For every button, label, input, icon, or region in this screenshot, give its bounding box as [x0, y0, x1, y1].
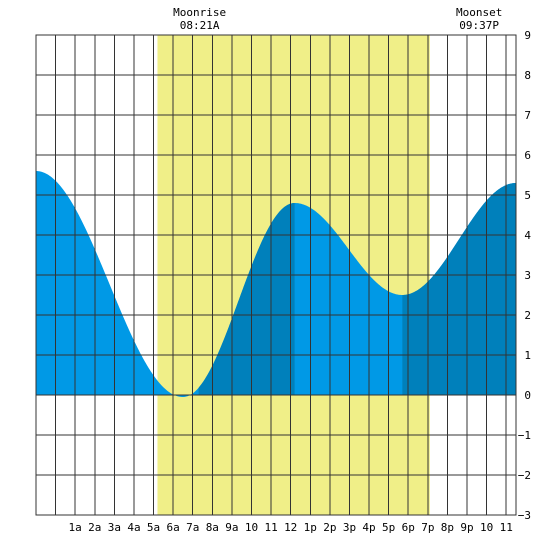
tide-area-shaded-2 [402, 183, 516, 395]
x-tick-label: 6a [167, 521, 180, 534]
moon-event-time: 08:21A [180, 19, 220, 32]
moon-event-title: Moonset [456, 6, 502, 19]
x-tick-label: 3p [343, 521, 356, 534]
x-tick-label: 7p [421, 521, 434, 534]
y-tick-label: −2 [518, 469, 531, 482]
x-tick-label: 10 [245, 521, 258, 534]
x-tick-label: 9p [460, 521, 473, 534]
x-tick-label: 2a [88, 521, 101, 534]
x-tick-label: 5a [147, 521, 160, 534]
x-tick-label: 4p [362, 521, 375, 534]
x-tick-label: 8a [206, 521, 219, 534]
x-tick-label: 5p [382, 521, 395, 534]
moon-event-time: 09:37P [459, 19, 499, 32]
y-tick-label: 2 [524, 309, 531, 322]
x-tick-label: 10 [480, 521, 493, 534]
y-tick-label: 7 [524, 109, 531, 122]
y-tick-label: 0 [524, 389, 531, 402]
x-tick-label: 3a [108, 521, 121, 534]
x-tick-label: 6p [402, 521, 415, 534]
y-tick-label: −1 [518, 429, 531, 442]
grid-layer [35, 34, 517, 516]
y-tick-label: 1 [524, 349, 531, 362]
x-tick-label: 11 [500, 521, 513, 534]
x-tick-label: 2p [323, 521, 336, 534]
y-tick-label: 6 [524, 149, 531, 162]
y-tick-label: 3 [524, 269, 531, 282]
x-tick-label: 11 [264, 521, 277, 534]
y-tick-label: −3 [518, 509, 531, 522]
y-tick-label: 4 [524, 229, 531, 242]
moon-event-title: Moonrise [173, 6, 226, 19]
x-tick-label: 12 [284, 521, 297, 534]
y-tick-label: 5 [524, 189, 531, 202]
x-tick-label: 1a [69, 521, 82, 534]
x-tick-label: 9a [225, 521, 238, 534]
x-tick-label: 4a [127, 521, 140, 534]
y-tick-label: 8 [524, 69, 531, 82]
x-tick-label: 1p [304, 521, 317, 534]
y-tick-label: 9 [524, 29, 531, 42]
x-tick-label: 8p [441, 521, 454, 534]
x-tick-label: 7a [186, 521, 199, 534]
plot-frame [35, 34, 517, 516]
